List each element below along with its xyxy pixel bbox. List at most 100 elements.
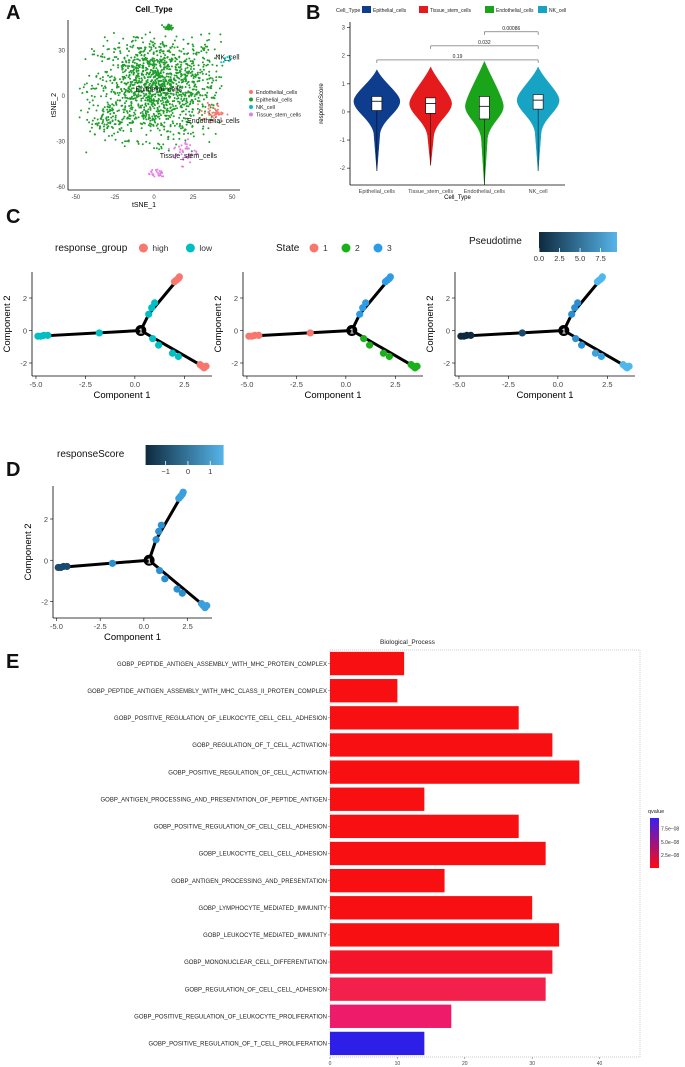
tsne-point <box>121 67 124 70</box>
tsne-point <box>111 134 114 137</box>
traj-point <box>63 562 71 571</box>
tsne-point <box>162 61 165 64</box>
panel-label-b: B <box>306 2 321 24</box>
tsne-point <box>146 96 149 99</box>
tsne-point <box>184 93 187 96</box>
tsne-point <box>78 116 81 119</box>
traj-x-label: Component 1 <box>516 390 573 401</box>
traj-x-label: Component 1 <box>304 390 361 401</box>
tsne-point <box>127 67 130 70</box>
traj-point <box>577 341 586 349</box>
bar-category-label: GOBP_ANTIGEN_PROCESSING_AND_PRESENTATION… <box>101 797 328 803</box>
tsne-point <box>134 97 137 100</box>
tsne-point <box>156 168 159 171</box>
tsne-point <box>140 97 143 100</box>
tsne-point <box>185 143 188 146</box>
bar <box>330 814 519 839</box>
tsne-point <box>106 108 109 111</box>
tsne-point <box>154 69 157 72</box>
tsne-point <box>126 97 129 100</box>
tsne-point <box>184 117 187 120</box>
violin-legend-label: Endothelial_cells <box>496 8 534 14</box>
tsne-point <box>144 99 147 102</box>
tsne-point <box>193 75 196 78</box>
tsne-point <box>124 94 127 97</box>
violin-y-label: responseScore <box>319 83 325 124</box>
tsne-point <box>162 71 165 74</box>
tsne-point <box>150 80 153 83</box>
tsne-point <box>189 102 192 105</box>
bar-category-label: GOBP_ANTIGEN_PROCESSING_AND_PRESENTATION <box>171 879 327 885</box>
tsne-point <box>171 81 174 84</box>
tsne-point <box>120 81 123 84</box>
tsne-point <box>189 156 192 159</box>
traj-legend-key <box>373 243 383 253</box>
tsne-point <box>158 117 161 120</box>
tsne-point <box>179 85 182 88</box>
violin-y-tick: -1 <box>340 138 346 144</box>
tsne-point <box>108 57 111 60</box>
tsne-point <box>181 85 184 88</box>
tsne-point <box>120 90 123 93</box>
tsne-point <box>105 119 108 122</box>
tsne-point <box>140 106 143 109</box>
tsne-point <box>194 73 197 76</box>
tsne-point <box>163 81 166 84</box>
tsne-point <box>209 76 212 79</box>
tsne-point <box>180 81 183 84</box>
tsne-point <box>143 83 146 86</box>
traj-x-tick: 2.5 <box>602 380 612 389</box>
tsne-point <box>168 103 171 106</box>
violin-box <box>479 96 490 120</box>
bar-category-label: GOBP_PEPTIDE_ANTIGEN_ASSEMBLY_WITH_MHC_P… <box>117 662 327 668</box>
tsne-point <box>96 118 99 121</box>
tsne-point <box>195 153 198 156</box>
tsne-point <box>129 107 132 110</box>
tsne-point <box>133 111 136 114</box>
tsne-point <box>173 77 176 80</box>
traj-point <box>356 310 364 318</box>
tsne-point <box>109 76 112 79</box>
tsne-point <box>152 99 155 102</box>
tsne-point <box>226 113 229 116</box>
tsne-point <box>129 81 132 84</box>
tsne-point <box>126 111 129 114</box>
traj-branch-label: 1 <box>350 329 354 336</box>
tsne-point <box>159 174 162 177</box>
tsne-point <box>185 99 188 102</box>
tsne-point <box>184 80 187 83</box>
tsne-point <box>160 114 163 117</box>
bar-x-tick: 20 <box>462 1061 468 1067</box>
tsne-point <box>105 123 108 126</box>
tsne-point <box>207 82 210 85</box>
tsne-point <box>137 104 140 107</box>
tsne-point <box>120 88 123 91</box>
tsne-point <box>143 106 146 109</box>
traj-point <box>306 329 314 337</box>
tsne-point <box>208 60 211 63</box>
tsne-point <box>220 61 223 64</box>
tsne-point <box>220 111 223 114</box>
tsne-point <box>109 68 112 71</box>
tsne-point <box>162 106 165 109</box>
tsne-point <box>173 96 176 99</box>
tsne-point <box>156 70 159 73</box>
tsne-point <box>151 173 154 176</box>
tsne-point <box>186 147 189 150</box>
tsne-point <box>206 59 209 62</box>
tsne-point <box>155 73 158 76</box>
tsne-point <box>146 81 149 84</box>
tsne-point <box>107 118 110 121</box>
tsne-point <box>147 76 150 79</box>
traj-point <box>154 341 163 349</box>
bar <box>330 841 546 866</box>
tsne-point <box>180 50 183 53</box>
tsne-point <box>145 73 148 76</box>
tsne-point <box>100 116 103 119</box>
traj-branch-left <box>37 329 141 338</box>
tsne-point <box>89 130 92 133</box>
tsne-point <box>189 132 192 135</box>
tsne-point <box>102 119 105 122</box>
tsne-point <box>104 139 107 142</box>
tsne-point <box>179 70 182 73</box>
